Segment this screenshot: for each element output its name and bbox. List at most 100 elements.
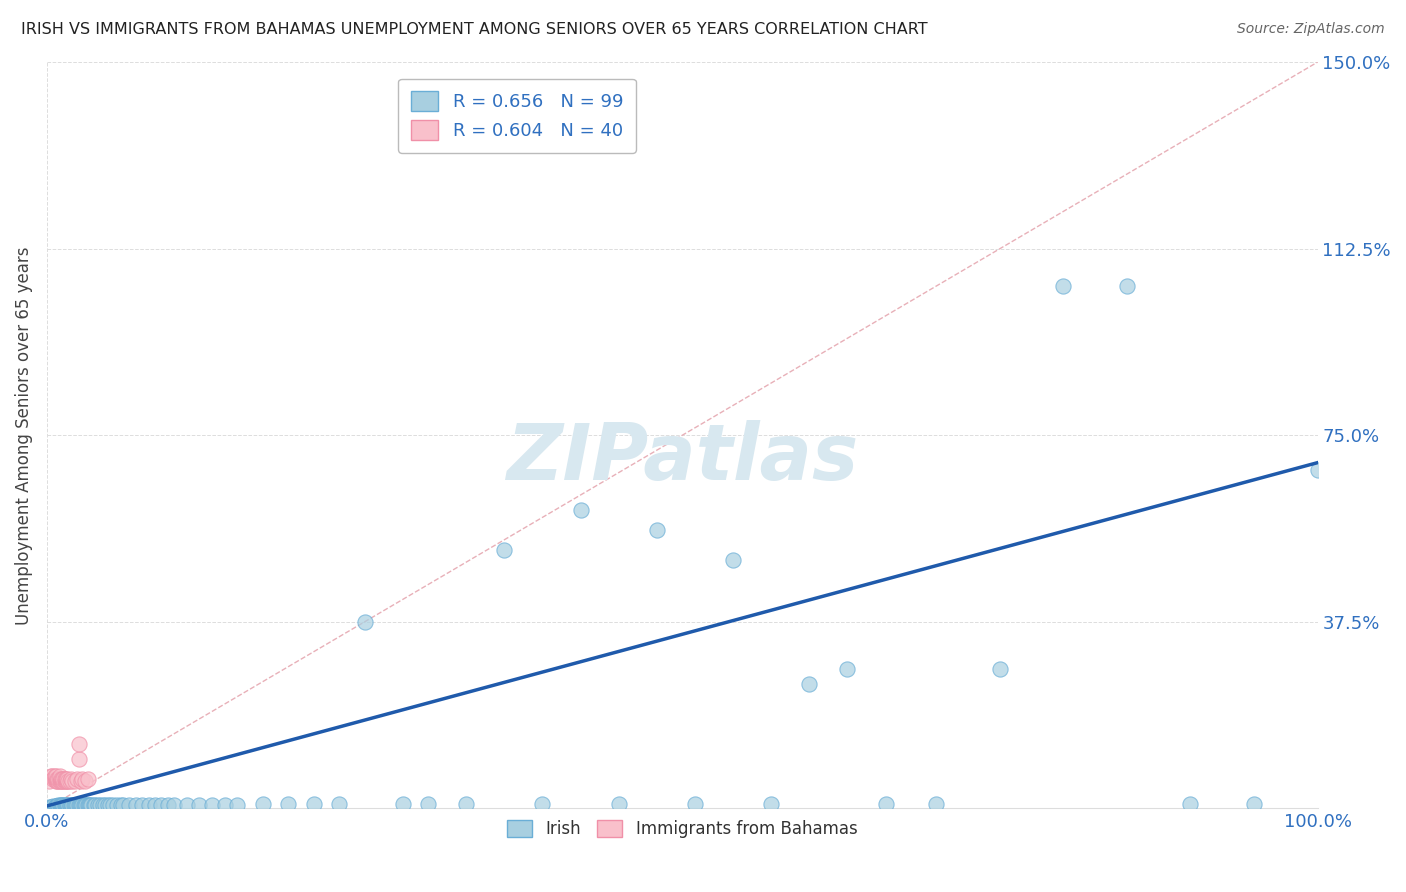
- Point: [988, 662, 1011, 676]
- Point: [73, 774, 96, 789]
- Text: ZIPatlas: ZIPatlas: [506, 419, 858, 496]
- Point: [188, 797, 211, 812]
- Point: [56, 774, 79, 789]
- Point: [302, 797, 325, 812]
- Point: [70, 774, 93, 789]
- Point: [73, 797, 96, 812]
- Point: [42, 800, 65, 814]
- Point: [75, 797, 97, 812]
- Point: [837, 662, 859, 676]
- Point: [100, 797, 122, 812]
- Point: [46, 774, 69, 789]
- Text: Source: ZipAtlas.com: Source: ZipAtlas.com: [1237, 22, 1385, 37]
- Point: [1052, 279, 1074, 293]
- Point: [56, 772, 79, 786]
- Point: [63, 798, 86, 813]
- Point: [45, 774, 67, 789]
- Point: [38, 774, 60, 789]
- Point: [51, 772, 73, 786]
- Point: [60, 797, 83, 812]
- Point: [55, 797, 77, 812]
- Point: [70, 797, 93, 812]
- Point: [91, 797, 114, 812]
- Point: [416, 797, 439, 812]
- Point: [112, 797, 135, 812]
- Point: [150, 797, 173, 812]
- Point: [56, 797, 79, 812]
- Point: [138, 797, 160, 812]
- Legend: Irish, Immigrants from Bahamas: Irish, Immigrants from Bahamas: [501, 814, 865, 845]
- Point: [105, 797, 128, 812]
- Point: [53, 799, 76, 814]
- Point: [645, 523, 668, 537]
- Point: [52, 774, 75, 789]
- Point: [118, 797, 141, 812]
- Point: [51, 774, 73, 789]
- Point: [66, 772, 89, 786]
- Point: [683, 797, 706, 812]
- Point: [52, 772, 75, 786]
- Point: [353, 615, 375, 629]
- Point: [131, 797, 153, 812]
- Point: [721, 552, 744, 566]
- Point: [1306, 463, 1329, 477]
- Point: [73, 797, 96, 812]
- Point: [925, 797, 948, 812]
- Point: [49, 798, 72, 813]
- Point: [44, 772, 66, 786]
- Point: [1243, 797, 1265, 812]
- Point: [48, 772, 70, 786]
- Point: [456, 797, 478, 812]
- Point: [48, 799, 70, 814]
- Point: [48, 798, 70, 813]
- Point: [63, 774, 86, 789]
- Point: [58, 797, 80, 812]
- Point: [46, 799, 69, 814]
- Point: [45, 799, 67, 814]
- Point: [42, 799, 65, 814]
- Point: [46, 798, 69, 813]
- Point: [101, 797, 124, 812]
- Point: [80, 797, 103, 812]
- Point: [97, 797, 120, 812]
- Point: [72, 798, 94, 813]
- Point: [51, 799, 73, 814]
- Point: [48, 769, 70, 783]
- Point: [277, 797, 299, 812]
- Point: [67, 752, 90, 766]
- Point: [53, 774, 76, 789]
- Point: [67, 737, 90, 751]
- Point: [214, 797, 236, 812]
- Point: [59, 797, 82, 812]
- Point: [49, 772, 72, 786]
- Point: [62, 797, 84, 812]
- Point: [391, 797, 413, 812]
- Point: [143, 797, 166, 812]
- Point: [46, 772, 69, 786]
- Point: [45, 769, 67, 783]
- Point: [41, 769, 63, 783]
- Point: [125, 797, 148, 812]
- Point: [86, 797, 108, 812]
- Point: [60, 772, 83, 786]
- Point: [89, 797, 111, 812]
- Point: [44, 800, 66, 814]
- Point: [531, 797, 554, 812]
- Point: [52, 799, 75, 814]
- Point: [76, 797, 98, 812]
- Point: [163, 797, 186, 812]
- Point: [46, 774, 69, 789]
- Point: [569, 503, 592, 517]
- Point: [156, 797, 179, 812]
- Point: [58, 774, 80, 789]
- Point: [607, 797, 630, 812]
- Point: [66, 798, 89, 813]
- Point: [72, 772, 94, 786]
- Point: [46, 799, 69, 814]
- Point: [51, 798, 73, 813]
- Point: [56, 799, 79, 814]
- Point: [60, 774, 83, 789]
- Point: [84, 797, 107, 812]
- Point: [94, 797, 117, 812]
- Point: [55, 799, 77, 814]
